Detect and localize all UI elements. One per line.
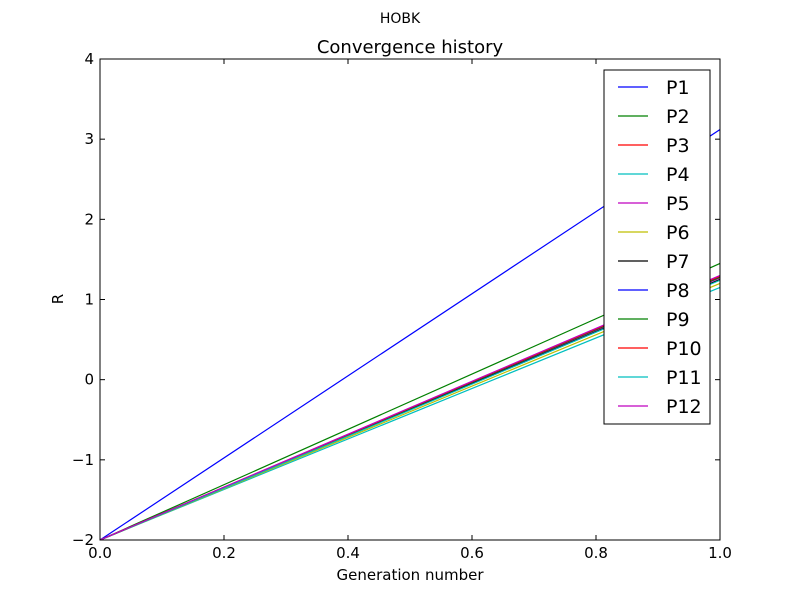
x-tick-label: 0.0: [88, 544, 112, 562]
axis-ticks: 0.0 0.2 0.4 0.6 0.8 1.0 −2 −1 0 1 2 3 4: [72, 50, 732, 562]
y-axis-label: R: [49, 294, 67, 304]
legend-label: P8: [666, 280, 690, 302]
y-tick-label: 0: [84, 371, 94, 389]
x-tick-label: 0.4: [336, 544, 360, 562]
legend-label: P7: [666, 251, 690, 273]
y-tick-label: −1: [72, 451, 94, 469]
y-tick-label: 1: [84, 291, 94, 309]
x-axis-label: Generation number: [337, 566, 485, 584]
legend-box: [603, 69, 711, 425]
x-tick-label: 0.8: [584, 544, 608, 562]
legend-label: P3: [666, 135, 690, 157]
legend-label: P4: [666, 164, 690, 186]
x-tick-label: 1.0: [708, 544, 732, 562]
legend-label: P11: [666, 367, 702, 389]
legend: P1 P2 P3 P4 P5 P6 P7 P8 P9 P10 P11 P12: [603, 69, 711, 425]
legend-label: P5: [666, 193, 690, 215]
y-tick-label: −2: [72, 531, 94, 549]
legend-label: P6: [666, 222, 690, 244]
x-tick-label: 0.6: [460, 544, 484, 562]
y-tick-label: 3: [84, 130, 94, 148]
legend-label: P9: [666, 309, 690, 331]
chart-title: Convergence history: [317, 37, 504, 58]
legend-label: P10: [666, 338, 702, 360]
y-tick-label: 2: [84, 210, 94, 228]
y-tick-label: 4: [84, 50, 94, 68]
x-tick-label: 0.2: [212, 544, 236, 562]
legend-label: P2: [666, 106, 690, 128]
legend-label: P1: [666, 77, 690, 99]
figure-suptitle: HOBK: [380, 11, 421, 27]
legend-label: P12: [666, 396, 702, 418]
plot-frame: [99, 58, 721, 541]
